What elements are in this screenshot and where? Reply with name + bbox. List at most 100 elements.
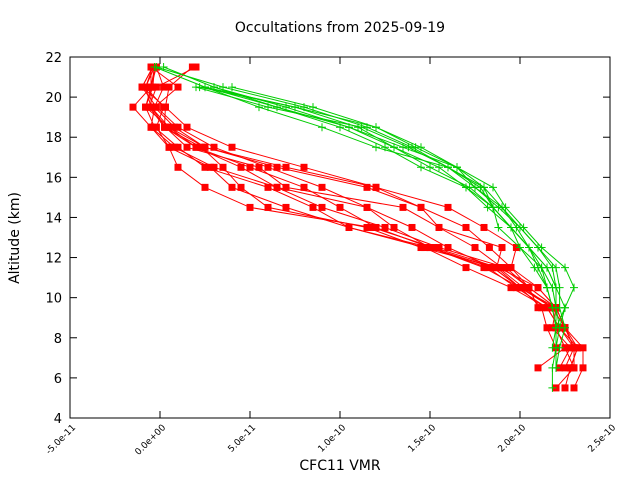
data-point [142, 83, 150, 91]
data-point [318, 183, 326, 191]
data-point [471, 183, 479, 192]
x-tick-label: 0.0e+00 [134, 423, 169, 458]
data-point [174, 83, 182, 91]
y-tick-label: 18 [45, 131, 62, 146]
data-point [534, 304, 542, 312]
data-point [165, 83, 173, 91]
data-point [237, 163, 245, 171]
data-point [552, 363, 560, 372]
data-point [138, 83, 146, 91]
data-point [228, 183, 236, 191]
data-point [426, 163, 434, 172]
data-point [494, 264, 502, 272]
data-point [183, 143, 191, 151]
data-point [372, 183, 380, 191]
data-point [381, 143, 389, 152]
data-point [534, 364, 542, 372]
data-point [552, 303, 560, 312]
data-point [525, 243, 533, 252]
data-point [152, 123, 160, 131]
data-point [462, 223, 470, 231]
data-point [494, 223, 503, 232]
data-point [507, 223, 515, 232]
y-tick-label: 16 [45, 171, 62, 186]
data-point [417, 203, 425, 211]
data-point [543, 283, 551, 292]
data-point [210, 163, 218, 171]
data-point [228, 83, 236, 92]
data-point [246, 163, 254, 171]
data-point [318, 203, 326, 211]
data-point [201, 163, 209, 171]
data-point [399, 203, 407, 211]
data-point [282, 183, 290, 191]
data-point [336, 203, 344, 211]
y-axis-label: Altitude (km) [7, 192, 23, 284]
data-point [147, 103, 155, 111]
data-point [538, 304, 546, 312]
data-point [462, 264, 470, 272]
data-point [192, 143, 200, 151]
data-point [170, 123, 178, 131]
data-point [219, 163, 227, 171]
x-tick-label: 1.0e-10 [317, 423, 349, 455]
data-point [300, 163, 308, 171]
data-point [192, 63, 200, 71]
data-point [516, 284, 524, 292]
data-point [417, 163, 425, 172]
data-point [498, 244, 506, 252]
y-tick-label: 12 [45, 252, 62, 267]
red-profile [142, 63, 578, 372]
data-point [489, 264, 497, 272]
data-point [574, 344, 582, 352]
data-point [282, 163, 290, 171]
data-point [444, 163, 452, 172]
data-point [228, 143, 236, 151]
series-line [156, 66, 566, 368]
data-point [484, 264, 492, 272]
x-tick-label: 2.0e-10 [497, 423, 529, 455]
data-point [552, 343, 560, 352]
data-point [372, 123, 380, 132]
data-point [498, 264, 506, 272]
data-point [570, 384, 578, 392]
data-point [453, 163, 461, 172]
data-point [507, 284, 515, 292]
data-point [368, 223, 376, 231]
data-point [150, 63, 159, 72]
data-point [165, 143, 173, 151]
data-point [480, 264, 488, 272]
x-tick-label: 5.0e-11 [227, 423, 259, 455]
data-point [485, 244, 493, 252]
data-point [300, 183, 308, 191]
data-point [516, 223, 524, 232]
data-point [530, 263, 539, 272]
data-point [381, 223, 389, 231]
data-point [152, 83, 160, 91]
series-line [195, 86, 566, 348]
data-point [345, 223, 353, 231]
data-point [548, 263, 557, 272]
data-point [282, 203, 290, 211]
y-tick-label: 8 [54, 332, 62, 347]
data-point [357, 123, 366, 132]
data-point [417, 143, 425, 152]
data-point [480, 223, 488, 231]
data-point [570, 283, 578, 292]
series-line [150, 66, 579, 369]
data-point [160, 103, 168, 111]
series-line [150, 66, 575, 369]
data-point [561, 263, 569, 272]
y-tick-label: 10 [45, 292, 62, 307]
data-point [408, 223, 416, 231]
series-layer [129, 63, 587, 392]
data-point [417, 244, 425, 252]
data-point [197, 143, 205, 151]
series-line [204, 86, 557, 368]
data-point [489, 183, 497, 192]
data-point [435, 223, 443, 231]
x-tick-label: -5.0e-11 [44, 423, 78, 457]
series-line [148, 66, 572, 369]
data-point [210, 143, 218, 151]
